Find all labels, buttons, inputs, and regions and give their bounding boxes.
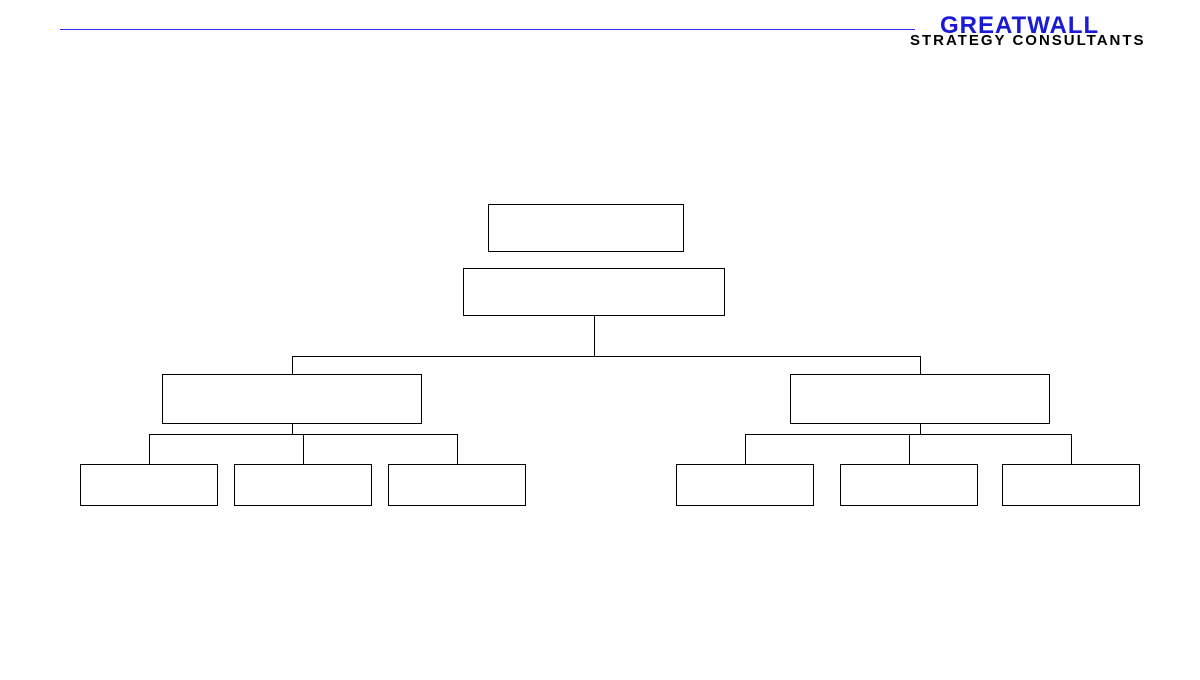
org-node-n6	[234, 464, 372, 506]
org-connector	[920, 356, 921, 374]
org-connector	[457, 434, 458, 464]
org-connector	[745, 434, 746, 464]
org-connector	[303, 434, 304, 464]
org-connector	[292, 356, 293, 374]
org-node-n1	[488, 204, 684, 252]
org-connector	[292, 356, 920, 357]
org-node-n3	[162, 374, 422, 424]
org-node-n9	[840, 464, 978, 506]
org-connector	[149, 434, 150, 464]
org-connector	[292, 424, 293, 434]
org-connector	[745, 434, 1071, 435]
org-node-n4	[790, 374, 1050, 424]
org-node-n5	[80, 464, 218, 506]
org-node-n7	[388, 464, 526, 506]
diagram-canvas: GREATWALL STRATEGY CONSULTANTS	[0, 0, 1200, 680]
brand-subtitle: STRATEGY CONSULTANTS	[910, 32, 1146, 49]
org-connector	[909, 434, 910, 464]
org-node-n2	[463, 268, 725, 316]
org-connector	[1071, 434, 1072, 464]
org-connector	[920, 424, 921, 434]
header-rule	[60, 29, 915, 30]
org-node-n8	[676, 464, 814, 506]
org-node-n10	[1002, 464, 1140, 506]
org-connector	[594, 316, 595, 356]
